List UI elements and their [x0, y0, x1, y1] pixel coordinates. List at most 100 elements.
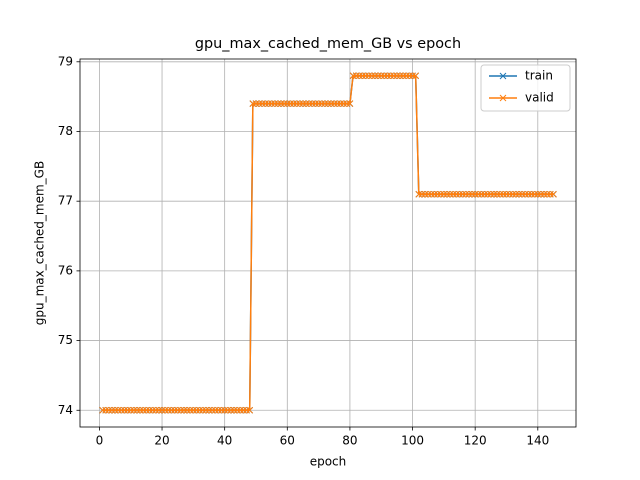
marker	[249, 100, 257, 107]
series-line	[102, 74, 554, 412]
marker	[346, 100, 354, 107]
marker	[424, 190, 432, 198]
series-line	[102, 74, 554, 412]
marker	[518, 190, 526, 198]
marker	[506, 190, 513, 198]
marker	[443, 190, 451, 198]
marker	[183, 406, 191, 414]
marker	[337, 100, 344, 107]
marker	[274, 100, 282, 107]
marker	[471, 190, 479, 198]
marker	[434, 190, 441, 198]
marker	[343, 100, 351, 107]
marker	[406, 72, 413, 80]
marker	[324, 100, 332, 107]
marker	[393, 72, 401, 80]
marker	[512, 190, 520, 198]
marker	[252, 100, 260, 107]
x-tick-label: 120	[464, 434, 487, 448]
marker	[290, 100, 297, 107]
marker	[236, 406, 244, 414]
marker	[186, 406, 194, 414]
marker	[108, 406, 116, 414]
marker	[431, 190, 438, 198]
x-tick-label: 0	[96, 434, 104, 448]
marker	[127, 406, 135, 414]
marker	[199, 406, 207, 414]
marker	[158, 406, 166, 414]
marker	[528, 190, 535, 198]
marker	[409, 72, 416, 80]
y-tick-label: 76	[58, 263, 73, 277]
marker	[525, 190, 532, 198]
marker	[149, 406, 156, 414]
marker	[531, 190, 539, 198]
marker	[139, 406, 147, 414]
marker	[543, 190, 551, 198]
marker	[437, 190, 445, 198]
marker	[349, 72, 357, 80]
marker	[180, 406, 188, 414]
marker	[299, 100, 307, 107]
marker	[459, 190, 466, 198]
marker	[500, 190, 507, 198]
x-tick-label: 60	[280, 434, 295, 448]
marker	[136, 406, 144, 414]
marker	[359, 72, 366, 80]
marker	[540, 190, 548, 198]
marker	[302, 100, 310, 107]
marker	[421, 190, 429, 198]
marker	[208, 406, 216, 414]
marker	[215, 406, 222, 414]
marker	[265, 100, 272, 107]
marker	[387, 72, 394, 80]
marker	[258, 100, 266, 107]
marker	[117, 406, 125, 414]
marker	[161, 406, 169, 414]
marker	[99, 406, 106, 414]
marker	[365, 72, 373, 80]
marker	[381, 72, 388, 80]
marker	[384, 72, 391, 80]
marker	[537, 190, 545, 198]
marker	[230, 406, 238, 414]
marker	[146, 406, 153, 414]
marker	[318, 100, 326, 107]
x-tick-label: 140	[526, 434, 549, 448]
marker	[453, 190, 460, 198]
y-tick-label: 75	[58, 333, 73, 347]
legend-label: train	[525, 69, 553, 83]
marker	[390, 72, 398, 80]
marker	[168, 406, 175, 414]
x-axis-label: epoch	[310, 455, 347, 469]
marker	[164, 406, 172, 414]
marker	[190, 406, 197, 414]
marker	[484, 190, 492, 198]
x-tick-label: 40	[217, 434, 232, 448]
legend: train valid	[480, 64, 571, 112]
marker	[515, 190, 523, 198]
x-tick-label: 100	[401, 434, 424, 448]
marker	[130, 406, 138, 414]
legend-marker	[499, 94, 507, 102]
marker	[521, 190, 529, 198]
marker	[227, 406, 235, 414]
marker	[468, 190, 476, 198]
marker	[534, 190, 542, 198]
marker	[362, 72, 369, 80]
marker	[193, 406, 200, 414]
marker	[224, 406, 232, 414]
chart-title: gpu_max_cached_mem_GB vs epoch	[195, 36, 461, 52]
marker	[427, 190, 435, 198]
marker	[462, 190, 470, 198]
marker	[218, 406, 225, 414]
marker	[481, 190, 488, 198]
marker	[246, 406, 254, 414]
marker	[205, 406, 213, 414]
marker	[174, 406, 182, 414]
marker	[271, 100, 279, 107]
marker	[374, 72, 382, 80]
marker	[312, 100, 319, 107]
marker	[399, 72, 407, 80]
y-tick-label: 77	[58, 194, 73, 208]
